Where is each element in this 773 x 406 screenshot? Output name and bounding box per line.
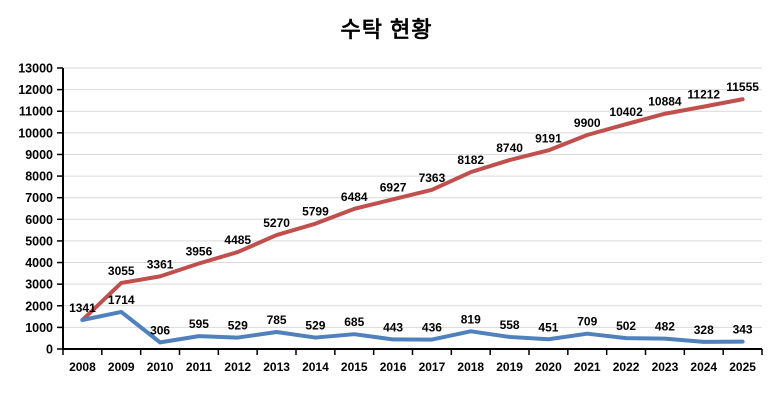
x-tick-label: 2021	[574, 360, 601, 374]
data-label-blue-line: 558	[500, 318, 520, 332]
data-label-blue-line: 1714	[108, 293, 135, 307]
x-tick-label: 2025	[729, 360, 756, 374]
data-label-red-line: 3956	[186, 244, 213, 258]
y-tick-label: 9000	[25, 148, 53, 162]
data-label-red-line: 11212	[687, 88, 720, 102]
data-label-blue-line: 482	[655, 320, 675, 334]
data-label-red-line: 5799	[302, 205, 329, 219]
data-label-blue-line: 443	[383, 320, 403, 334]
data-label-red-line: 5270	[263, 216, 290, 230]
data-label-blue-line: 328	[694, 323, 714, 337]
data-label-red-line: 9191	[535, 131, 562, 145]
data-label-blue-line: 451	[538, 320, 558, 334]
data-label-red-line: 10884	[648, 95, 682, 109]
y-tick-label: 0	[46, 343, 53, 357]
x-tick-label: 2014	[302, 360, 329, 374]
x-tick-label: 2019	[496, 360, 523, 374]
data-label-blue-line: 502	[616, 319, 636, 333]
data-label-blue-line: 529	[228, 319, 248, 333]
x-tick-label: 2013	[263, 360, 290, 374]
y-tick-label: 12000	[18, 83, 53, 97]
data-label-red-line: 8740	[496, 141, 523, 155]
x-tick-label: 2018	[457, 360, 484, 374]
data-label-red-line: 3055	[108, 264, 135, 278]
x-tick-label: 2024	[690, 360, 717, 374]
x-tick-label: 2010	[147, 360, 174, 374]
y-tick-label: 3000	[25, 278, 53, 292]
data-label-red-line: 6927	[380, 180, 407, 194]
data-label-red-line: 4485	[224, 233, 251, 247]
data-label-blue-line: 436	[422, 321, 442, 335]
data-label-red-line: 8182	[457, 153, 484, 167]
y-tick-label: 5000	[25, 234, 53, 248]
y-tick-label: 1000	[25, 321, 53, 335]
data-label-blue-line: 306	[150, 323, 170, 337]
data-label-red-line: 10402	[609, 105, 643, 119]
y-tick-label: 7000	[25, 191, 53, 205]
y-tick-label: 11000	[19, 105, 53, 119]
y-tick-label: 13000	[18, 62, 53, 76]
x-tick-label: 2008	[69, 360, 96, 374]
x-tick-label: 2011	[186, 360, 212, 374]
y-tick-label: 2000	[25, 299, 53, 313]
y-tick-label: 10000	[18, 126, 53, 140]
data-label-red-line: 11555	[726, 80, 759, 94]
data-label-blue-line: 785	[267, 313, 287, 327]
series-line-blue-line	[80, 309, 745, 345]
x-tick-label: 2023	[652, 360, 679, 374]
data-label-blue-line: 685	[344, 315, 364, 329]
x-tick-label: 2016	[380, 360, 407, 374]
y-tick-label: 6000	[25, 213, 53, 227]
x-tick-label: 2015	[341, 360, 368, 374]
data-label-red-line: 7363	[419, 171, 446, 185]
data-label-red-line: 3361	[147, 257, 174, 271]
x-tick-label: 2012	[224, 360, 251, 374]
y-tick-label: 8000	[25, 170, 53, 184]
data-label-red-line: 1341	[69, 301, 96, 315]
x-tick-label: 2022	[613, 360, 640, 374]
y-tick-label: 4000	[25, 256, 53, 270]
data-label-blue-line: 819	[461, 312, 481, 326]
data-label-blue-line: 709	[577, 315, 597, 329]
x-tick-label: 2020	[535, 360, 562, 374]
data-label-blue-line: 343	[733, 323, 753, 337]
data-label-blue-line: 595	[189, 317, 209, 331]
chart-title: 수탁 현황	[340, 17, 433, 42]
data-label-red-line: 9900	[574, 116, 601, 130]
x-tick-label: 2009	[108, 360, 135, 374]
data-label-blue-line: 529	[305, 319, 325, 333]
x-tick-label: 2017	[419, 360, 446, 374]
data-label-red-line: 6484	[341, 190, 368, 204]
series-line-red-line	[80, 97, 745, 323]
